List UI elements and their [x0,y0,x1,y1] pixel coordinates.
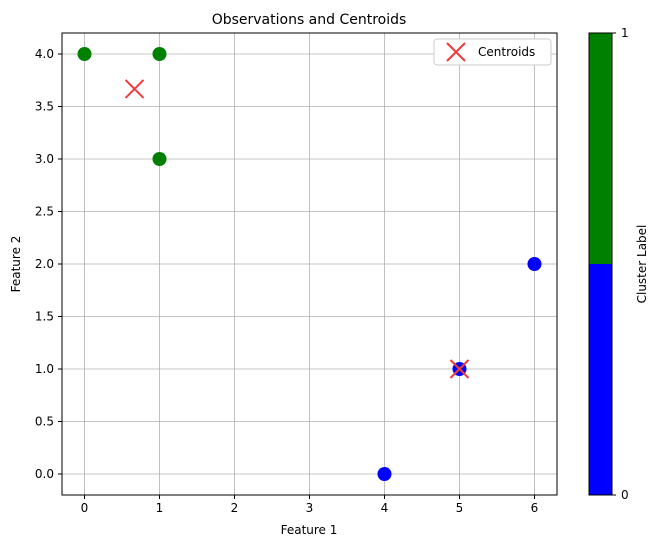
y-axis-label: Feature 2 [9,236,23,293]
x-tick-label: 6 [531,501,539,515]
x-tick-label: 5 [456,501,464,515]
y-tick-label: 3.0 [35,152,54,166]
y-tick-label: 4.0 [35,47,54,61]
y-tick-label: 0.0 [35,467,54,481]
observation-point [152,152,167,166]
x-tick-label: 3 [306,501,314,515]
y-tick-label: 2.0 [35,257,54,271]
x-axis-ticks: 0 1 2 3 4 5 6 [81,495,539,515]
centroid-marker [124,79,145,99]
centroid-markers [124,79,470,379]
observation-point [377,467,392,481]
legend-entry-centroids: Centroids [478,45,535,59]
chart-title: Observations and Centroids [212,12,407,28]
colorbar-label: Cluster Label [635,225,649,304]
x-tick-label: 1 [156,501,164,515]
y-tick-label: 3.5 [35,100,54,114]
colorbar: 01 [588,26,629,502]
colorbar-tick-label: 0 [621,488,629,502]
y-tick-label: 1.5 [35,310,54,324]
x-axis-label: Feature 1 [281,523,338,537]
colorbar-segment [589,33,612,264]
y-axis-ticks: 0.0 0.5 1.0 1.5 2.0 2.5 3.0 3.5 4.0 [35,47,62,481]
observation-point [77,47,92,61]
y-tick-label: 0.5 [35,415,54,429]
legend-centroid-marker [446,42,466,62]
centroid-marker [449,359,470,379]
grid-lines [62,33,557,495]
observation-point [527,257,542,271]
legend-centroid-icon [446,42,466,62]
colorbar-segment [589,264,612,495]
colorbar-tick-label: 1 [621,26,629,40]
y-tick-label: 1.0 [35,362,54,376]
colorbar-frame [588,32,613,496]
observation-point [152,47,167,61]
legend: Centroids [433,38,552,66]
x-tick-label: 0 [81,501,89,515]
x-tick-label: 2 [231,501,239,515]
y-tick-label: 2.5 [35,205,54,219]
x-tick-label: 4 [381,501,389,515]
